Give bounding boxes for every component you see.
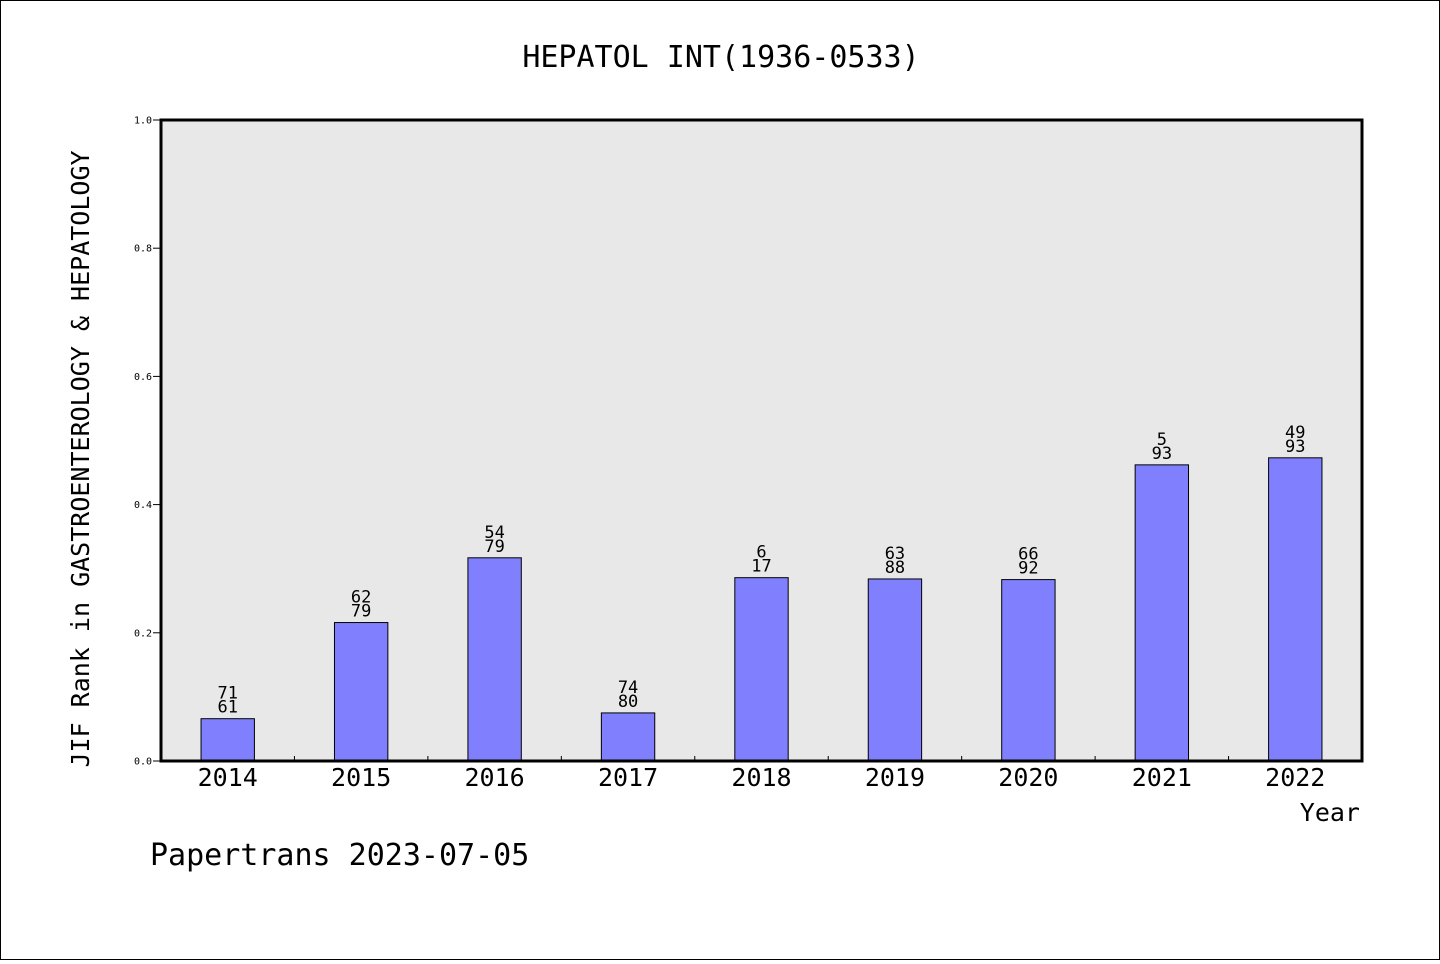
- bar: [1001, 579, 1056, 762]
- bar: [1134, 464, 1190, 762]
- bar: [734, 577, 789, 762]
- x-tick-label: 2014: [198, 763, 258, 792]
- bar-label-top: 54: [484, 523, 504, 543]
- bar-label-top: 49: [1285, 423, 1305, 443]
- bar-label-top: 66: [1018, 545, 1038, 565]
- bar-label-top: 6: [756, 543, 766, 563]
- x-tick-label: 2020: [998, 763, 1058, 792]
- bar-label-top: 74: [618, 678, 638, 698]
- y-axis-title: JIF Rank in GASTROENTEROLOGY & HEPATOLOG…: [66, 150, 95, 767]
- plot-border: [159, 118, 1364, 763]
- x-tick-label: 2015: [331, 763, 391, 792]
- x-tick-label: 2019: [865, 763, 925, 792]
- footer-text: Papertrans 2023-07-05: [150, 838, 529, 873]
- y-tick-label: 0.0: [134, 757, 152, 768]
- bar-label-top: 5: [1157, 430, 1167, 450]
- x-tick-label: 2016: [465, 763, 525, 792]
- y-tick-label: 0.6: [134, 372, 152, 383]
- x-axis: 2014 2015 2016 2017 2018 2019 2020 2021 2022: [198, 756, 1325, 792]
- y-tick-label: 0.2: [134, 628, 152, 639]
- bar-label-top: 71: [217, 684, 237, 704]
- bar-label-top: 63: [885, 544, 905, 564]
- x-tick-label: 2018: [731, 763, 791, 792]
- bar: [200, 718, 255, 762]
- chart-title: HEPATOL INT(1936-0533): [522, 40, 919, 75]
- bar-label-bottom: 92: [1018, 559, 1038, 579]
- x-axis-title: Year: [1300, 798, 1360, 827]
- bar-label-bottom: 88: [885, 558, 905, 578]
- bar: [467, 557, 522, 762]
- x-tick-label: 2017: [598, 763, 658, 792]
- x-tick-label: 2021: [1132, 763, 1192, 792]
- bar-label-top: 62: [351, 588, 371, 608]
- x-tick-label: 2022: [1265, 763, 1325, 792]
- bar-label-bottom: 17: [751, 557, 771, 577]
- bar-label-bottom: 93: [1152, 444, 1172, 464]
- bar-label-bottom: 79: [484, 537, 504, 557]
- bar-label-bottom: 80: [618, 692, 638, 712]
- bar: [600, 712, 656, 762]
- bar: [1268, 457, 1323, 762]
- bar: [333, 622, 389, 762]
- bar-label-bottom: 79: [351, 602, 371, 622]
- y-tick-label: 1.0: [134, 116, 152, 127]
- y-axis: 0.0 0.2 0.4 0.6 0.8 1.0: [134, 116, 161, 768]
- bar-label-bottom: 61: [217, 698, 237, 718]
- y-tick-label: 0.4: [134, 500, 152, 511]
- y-tick-label: 0.8: [134, 244, 152, 255]
- bar: [867, 578, 923, 762]
- bars: [200, 457, 1323, 762]
- bar-label-bottom: 93: [1285, 437, 1305, 457]
